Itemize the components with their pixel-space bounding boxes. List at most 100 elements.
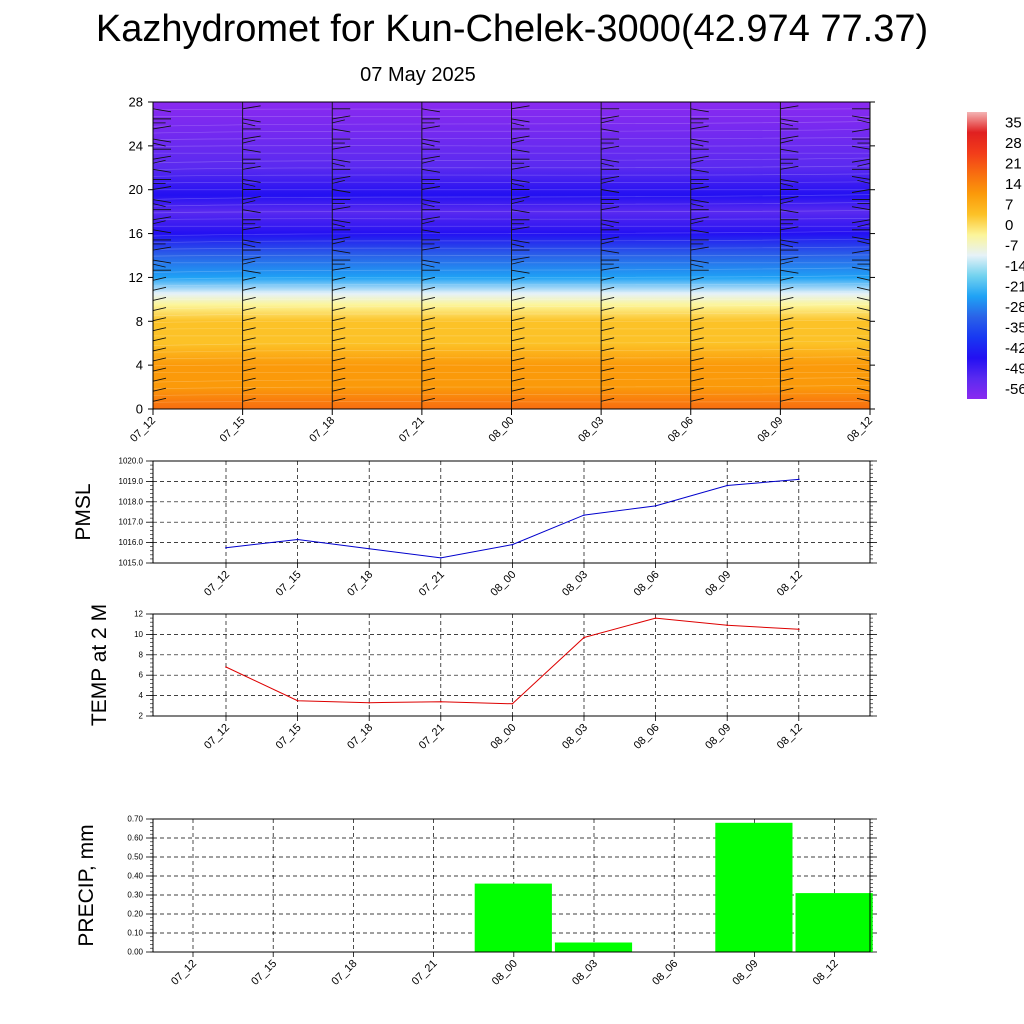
y-tick-label: 20 bbox=[129, 182, 143, 197]
wind-barb-flag bbox=[690, 286, 704, 291]
y-tick-label: 8 bbox=[136, 314, 143, 329]
wind-barb-flag bbox=[690, 246, 709, 251]
wind-barb-flag bbox=[152, 397, 167, 402]
wind-barb-flag bbox=[601, 219, 620, 224]
y-tick-label: 12 bbox=[134, 610, 143, 619]
data-point bbox=[440, 557, 442, 559]
wind-barb-flag bbox=[152, 203, 166, 207]
isotherm-line bbox=[152, 238, 871, 244]
data-point bbox=[225, 666, 227, 668]
wind-barb-flag bbox=[152, 276, 167, 281]
wind-barb-flag bbox=[332, 307, 346, 311]
wind-barb-flag bbox=[152, 259, 172, 264]
wind-barb-column bbox=[690, 102, 709, 409]
wind-barb-flag bbox=[242, 209, 261, 214]
wind-barb-flag bbox=[780, 148, 799, 153]
wind-barb-flag bbox=[242, 200, 256, 204]
isotherm-line bbox=[152, 165, 871, 170]
y-tick-label: 1016.0 bbox=[119, 538, 144, 547]
wind-barb-flag bbox=[856, 357, 871, 362]
wind-barb-flag bbox=[856, 327, 871, 332]
isotherm-line bbox=[152, 202, 871, 207]
wind-barb-flag bbox=[690, 307, 704, 311]
wind-barb-flag bbox=[851, 145, 871, 150]
wind-barb-flag bbox=[511, 139, 525, 144]
wind-barb-flag bbox=[601, 337, 615, 342]
pmsl-chart: 1015.0 1016.0 1017.0 1018.0 1019.0 1020.0 07_1… bbox=[72, 457, 877, 599]
wind-barb-flag bbox=[332, 128, 351, 133]
isotherm-line bbox=[152, 303, 871, 310]
wind-barb-flag bbox=[332, 249, 351, 254]
wind-barb-flag bbox=[601, 307, 615, 311]
x-tick-label: 08_06 bbox=[632, 569, 662, 599]
isotherm-line bbox=[152, 356, 871, 360]
precip-bar bbox=[474, 883, 552, 952]
wind-barb-flag bbox=[152, 317, 167, 322]
wind-barb-flag bbox=[511, 357, 525, 362]
wind-barb-flag bbox=[421, 387, 435, 392]
wind-barb-flag bbox=[601, 276, 615, 281]
y-tick-label: 4 bbox=[139, 691, 144, 700]
x-tick-label: 07_21 bbox=[410, 958, 440, 988]
colorbar-legend: 35 28 21 14 7 0 -7 -14 -21 -28 -35 -42 -49 -56 bbox=[967, 112, 1024, 399]
wind-barb-flag bbox=[690, 377, 704, 382]
wind-barb-flag bbox=[780, 377, 794, 382]
wind-barb-flag bbox=[851, 249, 871, 254]
wind-barb-flag bbox=[242, 139, 256, 144]
x-tick-label: 08_12 bbox=[845, 415, 875, 445]
wind-barb-flag bbox=[511, 317, 525, 322]
wind-barb-flag bbox=[421, 307, 435, 311]
wind-barb-flag bbox=[242, 337, 256, 342]
wind-barb-flag bbox=[152, 142, 166, 147]
wind-barb-flag bbox=[421, 216, 440, 221]
wind-barb-flag bbox=[856, 286, 871, 291]
wind-barb-flag bbox=[856, 377, 871, 382]
wind-barb-flag bbox=[421, 199, 440, 204]
y-tick-label: 1017.0 bbox=[119, 518, 144, 527]
isotherm-line bbox=[152, 327, 871, 330]
wind-barb-flag bbox=[857, 240, 871, 245]
wind-barb-flag bbox=[511, 196, 530, 201]
x-tick-label: 08_06 bbox=[666, 415, 696, 445]
wind-barb-flag bbox=[332, 387, 346, 392]
x-tick-label: 07_15 bbox=[249, 958, 279, 988]
wind-barb-flag bbox=[332, 397, 346, 402]
data-point bbox=[726, 624, 728, 627]
x-tick-label: 07_18 bbox=[329, 958, 359, 988]
data-point bbox=[440, 700, 442, 703]
wind-barb-flag bbox=[421, 108, 440, 113]
wind-barb-flag bbox=[242, 183, 256, 187]
wind-barb-flag bbox=[690, 347, 704, 352]
wind-barb-flag bbox=[601, 347, 615, 352]
wind-barb-flag bbox=[242, 377, 256, 382]
wind-barb-flag bbox=[421, 337, 435, 342]
x-tick-label: 07_18 bbox=[345, 722, 375, 752]
wind-barb-flag bbox=[856, 307, 871, 311]
wind-barb-flag bbox=[152, 357, 167, 362]
wind-barb-flag bbox=[851, 158, 871, 163]
x-tick-label: 08_09 bbox=[755, 415, 785, 445]
wind-barb-flag bbox=[601, 115, 620, 120]
y-tick-label: 16 bbox=[129, 226, 143, 241]
x-tick-label: 08_09 bbox=[703, 722, 733, 752]
x-tick-label: 07_18 bbox=[345, 569, 375, 599]
x-tick-label: 08_06 bbox=[632, 722, 662, 752]
wind-barb-flag bbox=[152, 297, 167, 301]
wind-barb-flag bbox=[690, 259, 709, 264]
wind-barb-flag bbox=[421, 397, 435, 402]
wind-barb-flag bbox=[780, 337, 794, 342]
x-tick-label: 07_15 bbox=[274, 569, 304, 599]
y-tick-label: 1018.0 bbox=[119, 497, 144, 506]
wind-barb-flag bbox=[690, 297, 704, 301]
wind-barb-flag bbox=[421, 286, 435, 291]
wind-barb-flag bbox=[421, 159, 435, 164]
wind-barb-flag bbox=[332, 367, 346, 372]
wind-barb-flag bbox=[421, 263, 435, 268]
wind-barb-flag bbox=[780, 196, 799, 201]
x-tick-label: 07_12 bbox=[128, 415, 158, 445]
wind-barb-flag bbox=[690, 337, 704, 342]
wind-barb-column bbox=[331, 102, 351, 409]
isotherm-line bbox=[152, 230, 871, 237]
wind-barb-flag bbox=[856, 387, 871, 392]
wind-barb-flag bbox=[242, 297, 256, 301]
